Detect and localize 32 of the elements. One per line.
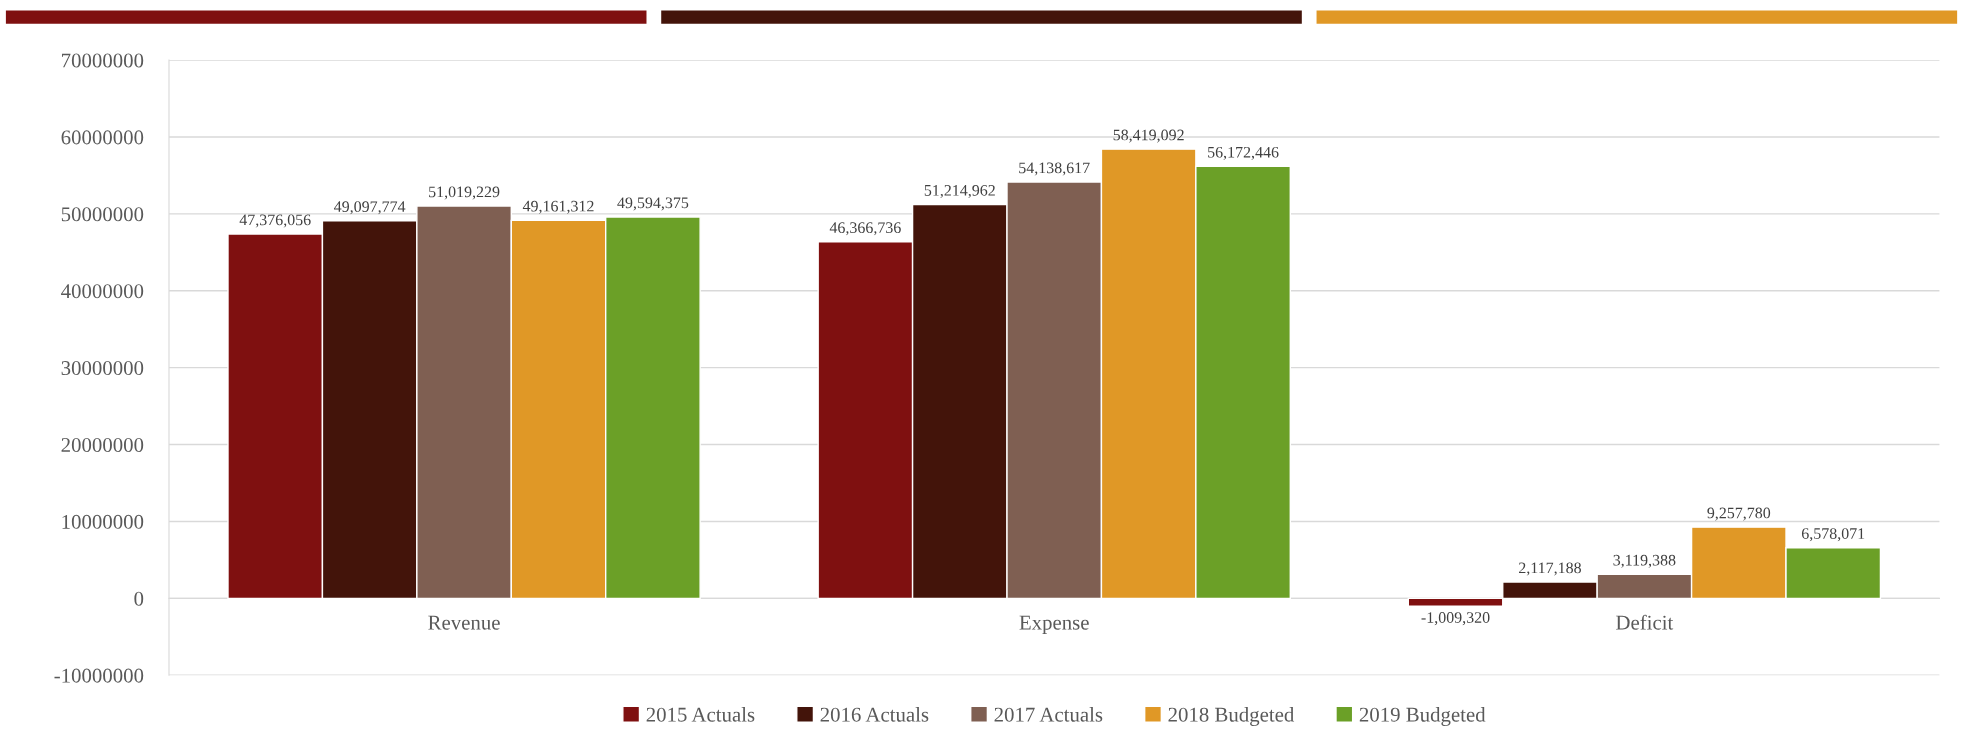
legend-label: 2015 Actuals bbox=[646, 707, 755, 722]
data-label: 49,594,375 bbox=[617, 197, 689, 211]
y-tick-label: 10000000 bbox=[62, 514, 144, 529]
y-tick-label: 70000000 bbox=[62, 53, 144, 68]
legend-label: 2019 Budgeted bbox=[1359, 707, 1486, 726]
data-label: 49,161,312 bbox=[522, 200, 594, 214]
data-label: 47,376,056 bbox=[239, 214, 311, 228]
data-label: -1,009,320 bbox=[1421, 612, 1490, 626]
data-label: 51,019,229 bbox=[429, 186, 500, 200]
data-label: 46,366,736 bbox=[829, 222, 901, 236]
legend-label: 2016 Actuals bbox=[820, 707, 929, 722]
y-tick-label: 20000000 bbox=[61, 437, 144, 452]
y-tick-label: 30000000 bbox=[61, 361, 144, 376]
data-label: 58,419,092 bbox=[1113, 129, 1184, 143]
x-tick-label: Expense bbox=[1019, 615, 1089, 634]
data-label: 51,214,962 bbox=[924, 185, 995, 199]
y-tick-label: 40000000 bbox=[61, 284, 144, 299]
data-label: 56,172,446 bbox=[1208, 146, 1279, 160]
data-label: 49,097,774 bbox=[334, 201, 406, 215]
legend-label: 2018 Budgeted bbox=[1168, 707, 1295, 726]
y-tick-label: 50000000 bbox=[61, 207, 144, 222]
data-label: 3,119,388 bbox=[1613, 554, 1676, 568]
data-label: 2,117,188 bbox=[1519, 562, 1581, 576]
data-label: 6,578,071 bbox=[1801, 528, 1865, 542]
y-tick-label: -10000000 bbox=[54, 668, 144, 683]
data-label: 54,138,617 bbox=[1019, 162, 1090, 176]
x-tick-label: Deficit bbox=[1616, 614, 1674, 630]
y-tick-label: 0 bbox=[134, 591, 144, 606]
data-label: 9,257,780 bbox=[1707, 507, 1771, 521]
y-tick-label: 60000000 bbox=[61, 130, 144, 145]
x-tick-label: Revenue bbox=[428, 615, 500, 630]
legend-label: 2017 Actuals bbox=[994, 707, 1103, 722]
